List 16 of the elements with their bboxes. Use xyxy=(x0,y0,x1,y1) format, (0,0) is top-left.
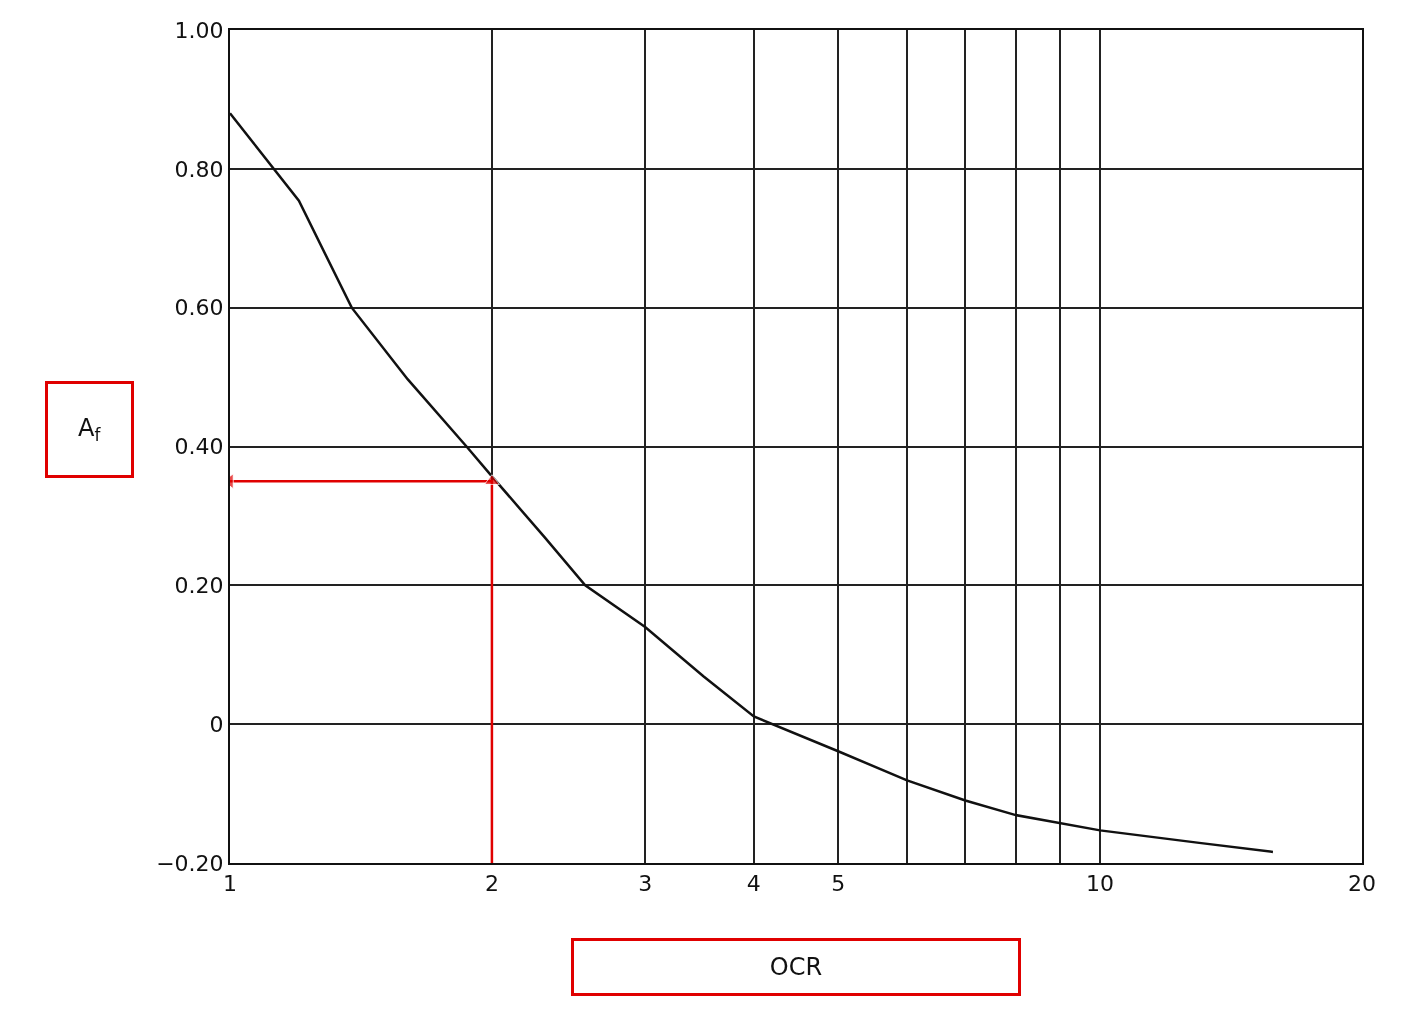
y-tick-label: 0 xyxy=(209,711,224,737)
x-tick-label: 2 xyxy=(484,871,499,897)
y-tick-label: 0.40 xyxy=(174,434,224,460)
x-tick-label: 20 xyxy=(1348,871,1376,897)
y-tick-label: 0.60 xyxy=(174,295,224,321)
y-tick-label: −0.20 xyxy=(156,850,224,876)
x-tick-label: 10 xyxy=(1086,871,1115,897)
y-tick-label: 1.00 xyxy=(174,17,224,43)
x-tick-label: 1 xyxy=(223,871,237,897)
y-axis-title: A$_{f}$ xyxy=(78,414,102,446)
x-tick-label: 4 xyxy=(746,871,761,897)
y-tick-label: 0.80 xyxy=(174,156,224,182)
y-tick-label: 0.20 xyxy=(174,573,224,599)
x-tick-label: 3 xyxy=(638,871,653,897)
x-axis-title: OCR xyxy=(769,953,823,981)
x-tick-label: 5 xyxy=(831,871,846,897)
